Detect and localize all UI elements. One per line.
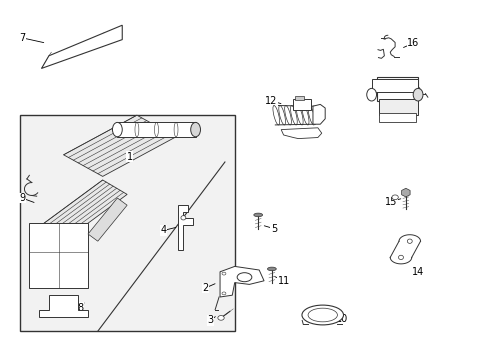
Polygon shape xyxy=(117,122,195,137)
Ellipse shape xyxy=(307,308,337,322)
Bar xyxy=(371,79,417,92)
Polygon shape xyxy=(41,25,122,68)
Text: 4: 4 xyxy=(161,225,166,235)
Text: 8: 8 xyxy=(78,303,83,313)
Ellipse shape xyxy=(412,88,422,101)
Polygon shape xyxy=(220,266,264,297)
Bar xyxy=(294,96,303,100)
Ellipse shape xyxy=(407,239,411,243)
Text: 6: 6 xyxy=(187,125,193,135)
Text: 2: 2 xyxy=(202,283,208,293)
Ellipse shape xyxy=(366,88,376,101)
Text: 13: 13 xyxy=(408,87,421,97)
Bar xyxy=(20,115,234,331)
Ellipse shape xyxy=(398,255,403,260)
Text: 15: 15 xyxy=(384,197,397,207)
Text: 12: 12 xyxy=(264,96,277,106)
Text: 1: 1 xyxy=(126,152,132,162)
Bar xyxy=(378,113,415,122)
Text: 5: 5 xyxy=(270,224,276,234)
Polygon shape xyxy=(63,115,176,176)
Bar xyxy=(378,99,417,115)
Text: 7: 7 xyxy=(19,33,25,43)
Bar xyxy=(376,77,417,101)
Ellipse shape xyxy=(267,267,276,271)
Text: 11: 11 xyxy=(277,276,289,286)
Ellipse shape xyxy=(222,272,225,275)
Ellipse shape xyxy=(190,122,200,137)
Ellipse shape xyxy=(253,213,262,217)
Bar xyxy=(293,99,310,110)
Polygon shape xyxy=(88,198,127,241)
Polygon shape xyxy=(29,180,127,248)
Ellipse shape xyxy=(181,216,185,220)
Ellipse shape xyxy=(112,122,122,137)
Text: 16: 16 xyxy=(406,38,419,48)
Polygon shape xyxy=(178,205,193,250)
Polygon shape xyxy=(281,128,321,139)
Polygon shape xyxy=(39,295,88,317)
Ellipse shape xyxy=(237,273,251,282)
Ellipse shape xyxy=(218,315,224,320)
Polygon shape xyxy=(312,104,325,124)
Text: 14: 14 xyxy=(411,267,424,277)
Ellipse shape xyxy=(391,195,397,199)
Ellipse shape xyxy=(222,292,225,295)
Text: 9: 9 xyxy=(19,193,25,203)
Text: 10: 10 xyxy=(335,314,348,324)
Text: 3: 3 xyxy=(207,315,213,325)
Ellipse shape xyxy=(302,305,343,325)
Polygon shape xyxy=(29,223,88,288)
Polygon shape xyxy=(401,188,409,197)
